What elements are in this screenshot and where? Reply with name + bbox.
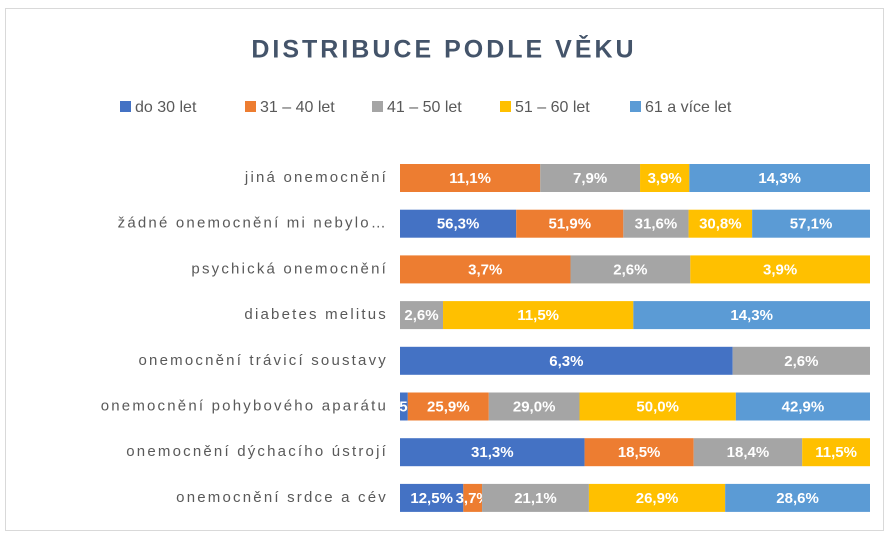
bar-segment [623, 209, 689, 238]
legend-swatch [120, 101, 131, 112]
bar-segment [640, 164, 690, 192]
bar-segment [752, 209, 870, 238]
bar-segment [633, 301, 870, 330]
bar-segment [689, 164, 870, 192]
bar-segment [584, 438, 694, 467]
bar-segment [463, 483, 483, 512]
data-label: 21,1% [514, 490, 557, 507]
bar-segment [488, 392, 580, 421]
data-label: 30,8% [699, 216, 742, 233]
bar-segment [690, 255, 870, 284]
bar-segment [407, 392, 489, 421]
bar-segment [725, 483, 870, 512]
bar-segment [482, 483, 589, 512]
legend-label: 31 – 40 let [260, 99, 335, 116]
data-label: 2,6% [404, 307, 438, 324]
bar-segment [732, 346, 870, 375]
data-label: 18,4% [727, 444, 770, 461]
legend-label: 61 a více let [645, 99, 732, 116]
bar-segment [579, 392, 736, 421]
data-label: 51,9% [549, 216, 592, 233]
data-label: 18,5% [618, 444, 661, 461]
bar-segment [400, 438, 585, 467]
bar-segment [400, 209, 517, 238]
data-label: 28,6% [776, 490, 819, 507]
bar-segment [400, 255, 571, 284]
data-label: 26,9% [636, 490, 679, 507]
legend-label: 51 – 60 let [515, 99, 590, 116]
data-label: 50,0% [636, 398, 679, 415]
data-label: 3,9% [648, 170, 682, 187]
bar-segment [693, 438, 803, 467]
legend-swatch [500, 101, 511, 112]
bar-segment [588, 483, 726, 512]
data-label: 6,3% [549, 353, 583, 370]
data-label: 11,1% [449, 170, 491, 187]
chart-title: DISTRIBUCE PODLE VĚKU [251, 34, 636, 64]
bar-segment [516, 209, 624, 238]
legend-swatch [630, 101, 641, 112]
data-label: 12,5% [410, 490, 453, 507]
bar-segment [688, 209, 753, 238]
category-label: diabetes melitus [244, 306, 388, 323]
legend-label: 41 – 50 let [387, 99, 462, 116]
category-label: jiná onemocnění [244, 169, 388, 186]
data-label: 2,6% [613, 261, 647, 278]
category-label: onemocnění dýchacího ústrojí [126, 443, 388, 460]
bar-segment [570, 255, 691, 284]
bar-segment [802, 438, 870, 467]
bar-segment [400, 392, 408, 421]
data-label: 42,9% [782, 398, 825, 415]
data-label: 3,7% [468, 261, 502, 278]
category-label: psychická onemocnění [191, 260, 388, 277]
category-label: žádné onemocnění mi nebylo… [118, 215, 388, 232]
legend-swatch [245, 101, 256, 112]
data-label: 31,3% [471, 444, 514, 461]
data-label: 14,3% [758, 170, 801, 187]
bar-segment [400, 164, 541, 192]
legend-label: do 30 let [135, 99, 197, 116]
bar-segment [735, 392, 870, 421]
data-label: 7,9% [573, 170, 607, 187]
data-label: 3,7% [456, 490, 490, 507]
data-label: 2,6% [784, 353, 818, 370]
category-label: onemocnění trávicí soustavy [139, 352, 389, 369]
bar-segment [540, 164, 641, 192]
legend-swatch [372, 101, 383, 112]
bar-segment [400, 483, 464, 512]
category-label: onemocnění srdce a cév [176, 489, 388, 506]
data-label: 3,9% [763, 261, 797, 278]
data-label: 11,5% [517, 307, 559, 324]
data-label: 25,9% [427, 398, 470, 415]
bar-segment [400, 346, 733, 375]
data-label: 29,0% [513, 398, 556, 415]
data-label: 11,5% [815, 444, 857, 461]
bar-segment [443, 301, 634, 330]
data-label: 14,3% [730, 307, 773, 324]
bar-segment [400, 301, 444, 330]
data-label: 56,3% [437, 216, 480, 233]
category-label: onemocnění pohybového aparátu [101, 397, 388, 414]
data-label: 31,6% [635, 216, 678, 233]
data-label: 57,1% [790, 216, 833, 233]
